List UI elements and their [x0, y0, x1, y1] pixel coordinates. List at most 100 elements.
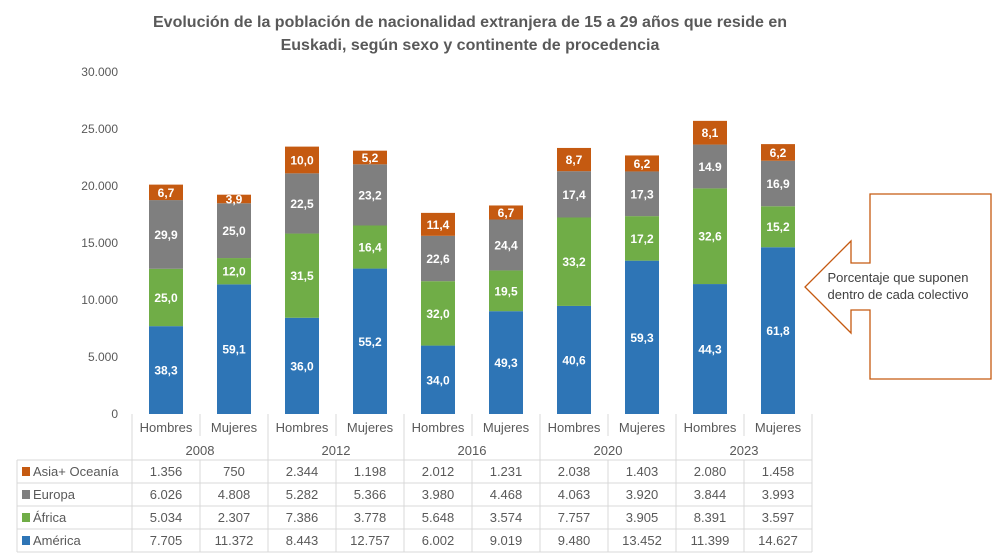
- bar-segment: [625, 171, 659, 217]
- table-cell: 12.757: [350, 533, 390, 548]
- bar-segment: [285, 146, 319, 174]
- legend-label: Europa: [33, 487, 76, 502]
- table-cell: 1.403: [626, 464, 659, 479]
- bar-pct-label: 8,1: [702, 126, 719, 140]
- bar-pct-label: 49,3: [494, 356, 518, 370]
- table-cell: 3.574: [490, 510, 523, 525]
- legend-label: Asia+ Oceanía: [33, 464, 119, 479]
- table-cell: 9.019: [490, 533, 523, 548]
- category-label: Hombres: [276, 420, 329, 435]
- bar-pct-label: 10,0: [290, 153, 314, 167]
- bar-pct-label: 8,7: [566, 153, 583, 167]
- bar-pct-label: 25,0: [222, 224, 246, 238]
- table-cell: 1.198: [354, 464, 387, 479]
- bar-segment: [557, 217, 591, 306]
- category-label: Hombres: [684, 420, 737, 435]
- table-cell: 2.080: [694, 464, 727, 479]
- bar-segment: [489, 270, 523, 312]
- bar-segment: [217, 203, 251, 259]
- table-cell: 1.458: [762, 464, 795, 479]
- category-label: Mujeres: [347, 420, 394, 435]
- bar-pct-label: 16,4: [358, 241, 382, 255]
- bar-pct-label: 31,5: [290, 269, 314, 283]
- bar-segment: [421, 281, 455, 346]
- table-cell: 13.452: [622, 533, 662, 548]
- bar-segment: [557, 171, 591, 218]
- bar-pct-label: 16,9: [766, 177, 790, 191]
- bar-segment: [353, 150, 387, 165]
- bar-segment: [761, 144, 795, 161]
- year-label: 2016: [458, 443, 487, 458]
- table-cell: 11.399: [691, 533, 730, 548]
- table-cell: 8.443: [286, 533, 319, 548]
- category-label: Mujeres: [483, 420, 530, 435]
- year-label: 2012: [322, 443, 351, 458]
- bar-segment: [421, 235, 455, 282]
- callout-arrow: [804, 193, 992, 380]
- y-tick-label: 30.000: [81, 65, 118, 79]
- year-label: 2008: [186, 443, 215, 458]
- bar-segment: [761, 206, 795, 248]
- category-label: Mujeres: [755, 420, 802, 435]
- bar-pct-label: 34,0: [426, 373, 450, 387]
- bar-segment: [625, 155, 659, 172]
- bar-pct-label: 40,6: [562, 353, 586, 367]
- title-line-1: Evolución de la población de nacionalida…: [153, 14, 787, 31]
- bar-pct-label: 59,1: [222, 343, 246, 357]
- table-cell: 3.597: [762, 510, 795, 525]
- bar-segment: [489, 219, 523, 271]
- bar-segment: [421, 212, 455, 236]
- bar-pct-label: 32,0: [426, 307, 450, 321]
- bar-segment: [693, 188, 727, 285]
- bar-segment: [693, 144, 727, 189]
- bar-pct-label: 6,7: [498, 206, 515, 220]
- bar-segment: [285, 317, 319, 414]
- table-cell: 2.012: [422, 464, 455, 479]
- bar-segment: [693, 284, 727, 414]
- table-cell: 7.757: [558, 510, 591, 525]
- y-tick-label: 25.000: [81, 122, 118, 136]
- legend-swatch: [22, 490, 30, 499]
- bar-pct-label: 22,5: [290, 197, 314, 211]
- bar-pct-label: 23,2: [358, 188, 382, 202]
- bar-segment: [421, 345, 455, 414]
- legend-swatch: [22, 513, 30, 522]
- table-cell: 9.480: [558, 533, 591, 548]
- bar-pct-label: 38,3: [154, 364, 178, 378]
- bar-pct-label: 55,2: [358, 335, 382, 349]
- table-cell: 3.920: [626, 487, 659, 502]
- bar-pct-label: 25,0: [154, 291, 178, 305]
- bar-pct-label: 36,0: [290, 359, 314, 373]
- bar-segment: [625, 216, 659, 261]
- bar-segment: [149, 184, 183, 201]
- bar-pct-label: 32,6: [698, 230, 722, 244]
- y-tick-label: 15.000: [81, 236, 118, 250]
- table-cell: 2.038: [558, 464, 591, 479]
- bar-segment: [217, 284, 251, 414]
- bar-segment: [149, 268, 183, 327]
- bar-pct-label: 17,3: [630, 187, 654, 201]
- legend-swatch: [22, 536, 30, 545]
- bar-segment: [149, 200, 183, 269]
- table-cell: 750: [223, 464, 245, 479]
- category-label: Hombres: [140, 420, 193, 435]
- title-line-2: Euskadi, según sexo y continente de proc…: [280, 37, 660, 54]
- y-tick-label: 10.000: [81, 293, 118, 307]
- table-cell: 11.372: [215, 533, 254, 548]
- chart-title: Evolución de la población de nacionalida…: [140, 11, 800, 57]
- table-cell: 6.002: [422, 533, 455, 548]
- table-cell: 7.705: [150, 533, 183, 548]
- bar-segment: [693, 120, 727, 145]
- bar-segment: [761, 160, 795, 207]
- table-cell: 1.231: [490, 464, 523, 479]
- bar-pct-label: 29,9: [154, 228, 178, 242]
- table-cell: 8.391: [694, 510, 727, 525]
- bar-pct-label: 15,2: [766, 220, 790, 234]
- legend-label: África: [33, 510, 67, 525]
- bar-segment: [217, 194, 251, 204]
- table-cell: 5.034: [150, 510, 183, 525]
- legend-swatch: [22, 467, 30, 476]
- bar-segment: [285, 173, 319, 234]
